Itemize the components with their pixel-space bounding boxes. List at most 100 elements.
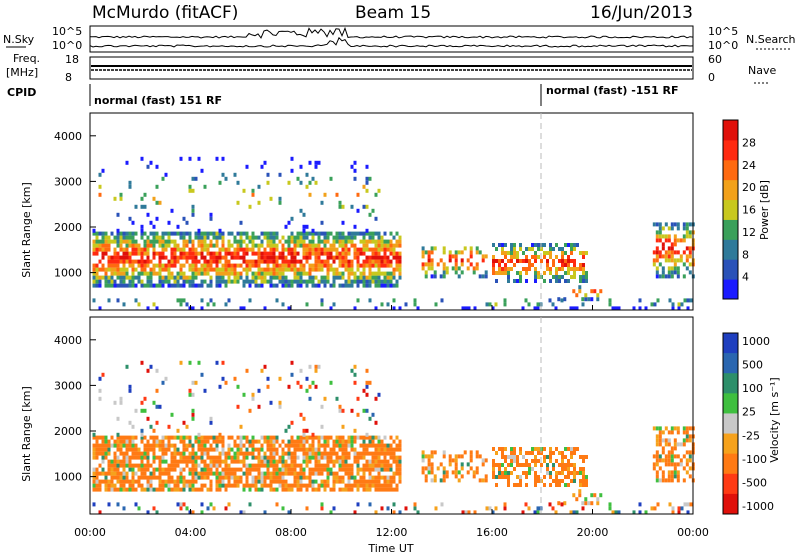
velocity-cell: [146, 463, 150, 468]
velocity-cell: [128, 443, 132, 448]
power-cell: [221, 247, 225, 252]
power-cell: [549, 247, 552, 251]
power-cell: [131, 283, 135, 288]
velocity-cell: [119, 447, 123, 452]
velocity-cell: [146, 447, 150, 452]
power-cell: [116, 231, 120, 236]
velocity-cell: [685, 434, 689, 439]
power-cell: [266, 251, 270, 256]
velocity-cell: [658, 458, 662, 463]
velocity-cell: [371, 483, 375, 488]
power-cell: [585, 251, 588, 255]
velocity-cell: [248, 471, 252, 476]
velocity-cell: [176, 483, 180, 488]
power-cell: [122, 259, 126, 264]
power-cell: [359, 263, 363, 268]
velocity-cell: [454, 458, 458, 463]
power-cell: [308, 243, 312, 248]
power-cell: [269, 231, 273, 236]
power-cell: [503, 302, 507, 307]
power-cell: [152, 271, 156, 276]
velocity-cell: [245, 475, 249, 480]
velocity-cell: [98, 479, 102, 484]
power-cell: [460, 262, 464, 267]
velocity-cell: [272, 435, 276, 440]
power-cell: [362, 271, 366, 276]
power-cell: [290, 267, 294, 272]
velocity-cell: [424, 474, 428, 479]
velocity-cell: [670, 450, 674, 455]
power-cell: [230, 255, 234, 260]
power-cell: [170, 239, 174, 244]
power-cell: [472, 266, 476, 271]
power-cell: [224, 255, 228, 260]
velocity-cell: [329, 459, 333, 464]
power-cell: [667, 266, 671, 271]
velocity-cell: [374, 396, 378, 401]
velocity-cell: [573, 447, 576, 451]
power-cell: [188, 267, 192, 272]
power-cell: [320, 251, 324, 256]
velocity-cell: [185, 435, 189, 440]
power-cell: [347, 271, 351, 276]
velocity-cell: [233, 443, 237, 448]
velocity-cell: [248, 408, 252, 413]
power-cell: [356, 231, 360, 236]
power-cell: [200, 306, 204, 311]
power-cell: [347, 263, 351, 268]
power-cell: [314, 164, 318, 169]
power-cell: [326, 275, 330, 280]
power-cell: [137, 271, 141, 276]
power-cell: [320, 239, 324, 244]
velocity-cell: [107, 471, 111, 476]
power-cell: [191, 271, 195, 276]
power-cell: [206, 243, 210, 248]
velocity-cell: [558, 471, 561, 475]
velocity-cell: [245, 471, 249, 476]
velocity-y-tick-label: 3000: [54, 379, 82, 392]
velocity-cell: [275, 435, 279, 440]
velocity-cell: [167, 483, 171, 488]
velocity-cell: [134, 435, 138, 440]
velocity-cell: [386, 447, 390, 452]
power-cell: [245, 251, 249, 256]
power-cell: [338, 271, 342, 276]
power-cell: [209, 239, 213, 244]
power-cell: [197, 231, 201, 236]
velocity-cell: [685, 450, 689, 455]
power-cell: [332, 271, 336, 276]
velocity-cell: [305, 483, 309, 488]
power-cell: [200, 271, 204, 276]
power-cell: [685, 226, 689, 231]
power-cell: [504, 271, 507, 275]
velocity-cell: [191, 459, 195, 464]
velocity-cell: [302, 416, 306, 421]
power-cell: [383, 283, 387, 288]
velocity-cell: [582, 479, 585, 483]
velocity-cell: [155, 439, 159, 444]
power-cell: [527, 302, 531, 307]
power-cell: [323, 251, 327, 256]
power-cell: [281, 263, 285, 268]
power-cell: [528, 267, 531, 271]
velocity-cell: [549, 447, 552, 451]
nsky-label: N.Sky: [3, 33, 35, 46]
power-cell: [107, 243, 111, 248]
velocity-cell: [107, 443, 111, 448]
power-cell: [95, 267, 99, 272]
power-cell: [107, 267, 111, 272]
noise-panel: N.Sky 10^5 10^0 10^5 10^0 N.Search: [3, 25, 796, 53]
velocity-cell: [215, 479, 219, 484]
velocity-cell: [236, 459, 240, 464]
velocity-cell: [323, 479, 327, 484]
power-cell: [392, 306, 396, 311]
power-cell: [128, 259, 132, 264]
velocity-cell: [440, 502, 444, 507]
velocity-cell: [353, 428, 357, 433]
power-cell: [302, 243, 306, 248]
velocity-cell: [113, 467, 117, 472]
velocity-cell: [116, 463, 120, 468]
velocity-cell: [107, 451, 111, 456]
power-cell: [167, 235, 171, 240]
